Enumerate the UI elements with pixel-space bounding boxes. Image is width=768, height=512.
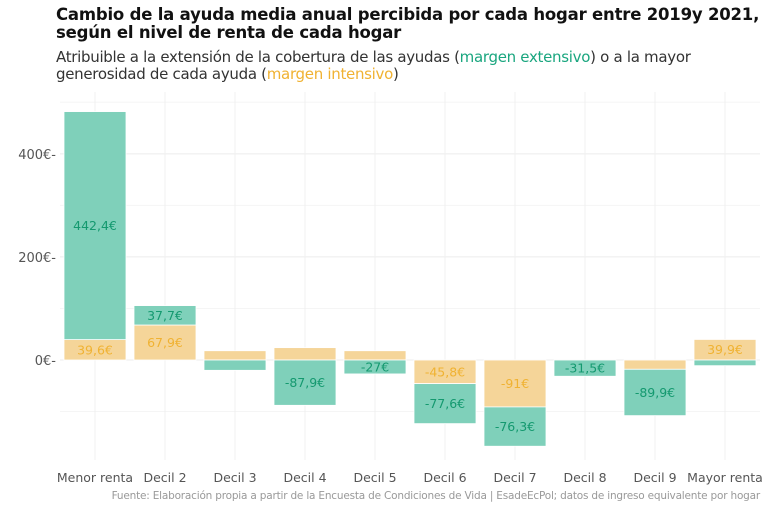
bar-margen-extensivo (133, 305, 197, 326)
x-tick-label: Decil 6 (423, 470, 466, 485)
data-label: -76,3€ (495, 419, 535, 434)
bar-margen-intensivo (133, 324, 197, 361)
data-label: 37,7€ (147, 308, 183, 323)
subtitle-text-end: ) (393, 65, 399, 83)
x-tick-label: Menor renta (57, 470, 133, 485)
bar-margen-intensivo (203, 350, 267, 361)
bar-margen-extensivo (343, 359, 407, 375)
bar-margen-extensivo (483, 406, 547, 447)
bar-margen-intensivo (623, 359, 687, 370)
x-tick-label: Decil 8 (563, 470, 606, 485)
data-label: -77,6€ (425, 396, 465, 411)
x-tick-label: Decil 3 (213, 470, 256, 485)
subtitle-text-mid: ) o a la mayor generosidad de cada ayuda… (56, 48, 691, 83)
chart-caption: Fuente: Elaboración propia a partir de l… (111, 490, 761, 502)
bar-margen-extensivo (203, 359, 267, 371)
x-tick-label: Decil 2 (143, 470, 186, 485)
bar-margen-extensivo (413, 383, 477, 425)
bar-margen-extensivo (693, 359, 757, 367)
x-tick-label: Decil 9 (633, 470, 676, 485)
bar-margen-extensivo (63, 111, 127, 341)
bar-margen-intensivo (273, 347, 337, 361)
data-label: -89,9€ (635, 385, 675, 400)
data-label: 67,9€ (147, 335, 183, 350)
data-label: -91€ (501, 376, 529, 391)
chart-title: Cambio de la ayuda media anual percibida… (56, 5, 760, 42)
data-label: -45,8€ (425, 364, 465, 379)
x-tick-label: Decil 5 (353, 470, 396, 485)
data-label: -31,5€ (565, 361, 605, 376)
bar-margen-extensivo (553, 359, 617, 377)
chart-subtitle: Atribuible a la extensión de la cobertur… (56, 49, 768, 83)
y-tick-label: 400€- (18, 148, 56, 163)
data-label: 442,4€ (73, 218, 117, 233)
data-label: -87,9€ (285, 375, 325, 390)
x-tick-label: Decil 4 (283, 470, 326, 485)
bar-margen-extensivo (273, 359, 337, 406)
data-label: 39,9€ (707, 342, 743, 357)
subtitle-text: Atribuible a la extensión de la cobertur… (56, 48, 460, 66)
bar-margen-extensivo (623, 368, 687, 417)
subtitle-intensive: margen intensivo (266, 65, 394, 83)
data-label: 39,6€ (77, 342, 113, 357)
data-label: -27€ (361, 359, 389, 374)
x-tick-label: Decil 7 (493, 470, 536, 485)
x-tick-label: Mayor renta (687, 470, 763, 485)
y-tick-label: 200€- (18, 251, 56, 266)
y-tick-label: 0€- (35, 354, 57, 369)
subtitle-extensive: margen extensivo (459, 48, 591, 66)
